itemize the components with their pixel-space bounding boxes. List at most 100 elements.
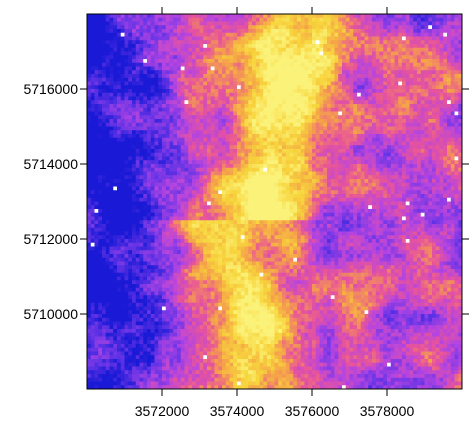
heatmap-cell: [255, 190, 260, 195]
heatmap-cell: [357, 40, 362, 45]
heatmap-cell: [360, 25, 365, 30]
heatmap-cell: [124, 47, 129, 52]
heatmap-cell: [409, 194, 414, 199]
heatmap-cell: [147, 104, 152, 109]
heatmap-cell: [405, 186, 410, 191]
heatmap-cell: [323, 17, 328, 22]
heatmap-cell: [312, 104, 317, 109]
heatmap-cell: [177, 89, 182, 94]
heatmap-cell: [439, 74, 444, 79]
heatmap-cell: [390, 59, 395, 64]
heatmap-cell: [98, 36, 103, 41]
heatmap-cell: [334, 59, 339, 64]
heatmap-cell: [293, 100, 298, 105]
heatmap-cell: [207, 66, 212, 71]
heatmap-cell: [285, 130, 290, 135]
heatmap-cell: [90, 171, 95, 176]
heatmap-cell: [169, 92, 174, 97]
heatmap-cell: [128, 145, 133, 150]
heatmap-cell: [207, 149, 212, 154]
heatmap-cell: [398, 175, 403, 180]
heatmap-cell: [105, 36, 110, 41]
heatmap-cell: [240, 141, 245, 146]
heatmap-cell: [439, 115, 444, 120]
heatmap-cell: [458, 126, 463, 131]
heatmap-cell: [375, 62, 380, 67]
heatmap-cell: [102, 14, 107, 19]
heatmap-cell: [252, 141, 257, 146]
heatmap-cell: [394, 194, 399, 199]
heatmap-cell: [207, 81, 212, 86]
heatmap-cell: [409, 100, 414, 105]
heatmap-cell: [237, 156, 242, 161]
heatmap-cell: [394, 111, 399, 116]
heatmap-cell: [345, 89, 350, 94]
heatmap-cell: [304, 100, 309, 105]
heatmap-cell: [267, 32, 272, 37]
heatmap-cell: [364, 179, 369, 184]
heatmap-cell: [87, 167, 92, 172]
heatmap-cell: [222, 171, 227, 176]
heatmap-cell: [240, 134, 245, 139]
heatmap-cell: [360, 70, 365, 75]
heatmap-cell: [154, 167, 159, 172]
heatmap-cell: [312, 29, 317, 34]
heatmap-cell: [154, 164, 159, 169]
heatmap-cell: [199, 122, 204, 127]
heatmap-cell: [450, 111, 455, 116]
heatmap-cell: [428, 59, 433, 64]
heatmap-cell: [394, 145, 399, 150]
heatmap-cell: [150, 29, 155, 34]
heatmap-cell: [334, 29, 339, 34]
heatmap-cell: [394, 167, 399, 172]
heatmap-cell: [90, 111, 95, 116]
heatmap-cell: [327, 55, 332, 60]
heatmap-cell: [349, 164, 354, 169]
heatmap-cell: [98, 171, 103, 176]
heatmap-cell: [278, 29, 283, 34]
heatmap-cell: [222, 182, 227, 187]
heatmap-cell: [207, 85, 212, 90]
heatmap-cell: [177, 164, 182, 169]
heatmap-cell: [297, 175, 302, 180]
heatmap-cell: [308, 100, 313, 105]
heatmap-cell: [450, 74, 455, 79]
heatmap-cell: [139, 40, 144, 45]
heatmap-cell: [285, 70, 290, 75]
heatmap-cell: [267, 100, 272, 105]
heatmap-cell: [105, 59, 110, 64]
heatmap-cell: [90, 47, 95, 52]
heatmap-cell: [413, 36, 418, 41]
heatmap-cell: [225, 190, 230, 195]
heatmap-cell: [150, 17, 155, 22]
heatmap-cell: [368, 145, 373, 150]
heatmap-cell: [297, 190, 302, 195]
heatmap-cell: [109, 21, 114, 26]
heatmap-cell: [255, 85, 260, 90]
heatmap-cell: [353, 85, 358, 90]
heatmap-cell: [270, 115, 275, 120]
heatmap-cell: [98, 29, 103, 34]
heatmap-cell: [439, 85, 444, 90]
heatmap-cell: [255, 29, 260, 34]
heatmap-cell: [308, 149, 313, 154]
heatmap-cell: [162, 126, 167, 131]
heatmap-cell: [353, 186, 358, 191]
heatmap-cell: [297, 40, 302, 45]
heatmap-cell: [319, 175, 324, 180]
heatmap-cell: [195, 92, 200, 97]
heatmap-cell: [94, 167, 99, 172]
heatmap-cell: [240, 160, 245, 165]
heatmap-cell: [342, 70, 347, 75]
heatmap-cell: [443, 194, 448, 199]
heatmap-cell: [282, 92, 287, 97]
heatmap-cell: [267, 152, 272, 157]
heatmap-cell: [180, 70, 185, 75]
heatmap-cell: [297, 182, 302, 187]
heatmap-cell: [387, 44, 392, 49]
heatmap-cell: [218, 130, 223, 135]
heatmap-cell: [105, 100, 110, 105]
heatmap-cell: [447, 182, 452, 187]
heatmap-cell: [98, 156, 103, 161]
heatmap-cell: [248, 74, 253, 79]
